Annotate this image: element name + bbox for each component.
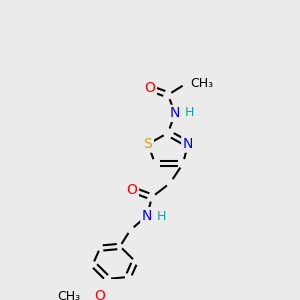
Text: N: N — [142, 209, 152, 223]
Text: O: O — [145, 81, 155, 95]
Text: H: H — [157, 210, 166, 223]
Text: N: N — [183, 137, 193, 151]
Text: S: S — [144, 137, 152, 151]
Text: H: H — [185, 106, 194, 119]
Text: N: N — [170, 106, 180, 120]
Text: O: O — [94, 289, 105, 300]
Text: CH₃: CH₃ — [57, 290, 80, 300]
Text: O: O — [127, 183, 137, 196]
Text: CH₃: CH₃ — [190, 77, 213, 90]
